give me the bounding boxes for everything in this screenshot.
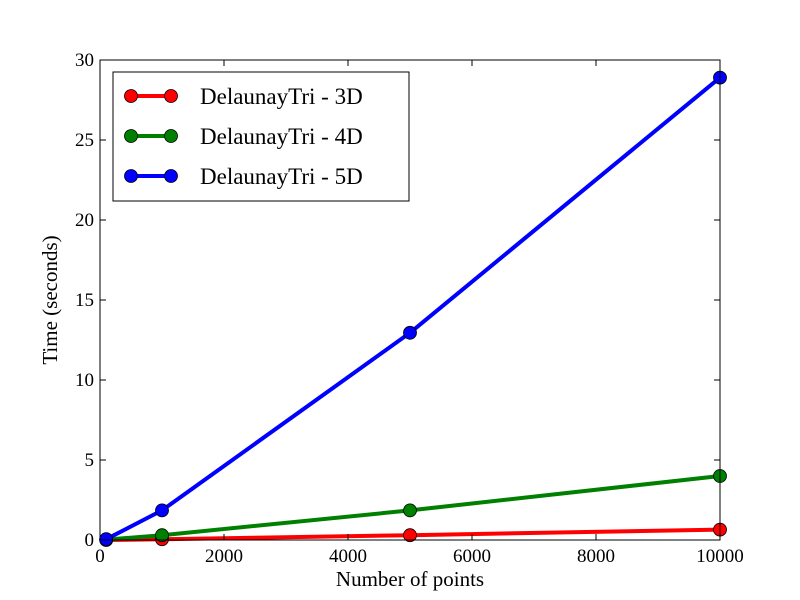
data-point: [155, 503, 169, 518]
y-tick-label: 25: [75, 130, 94, 151]
y-tick-label: 30: [75, 50, 94, 71]
legend-item: DelaunayTri - 4D: [124, 124, 363, 149]
legend-label: DelaunayTri - 5D: [200, 164, 363, 189]
data-point: [403, 325, 417, 340]
x-tick-label: 10000: [696, 546, 744, 567]
legend-item: DelaunayTri - 3D: [124, 84, 363, 109]
data-point: [99, 532, 114, 547]
legend-marker: [164, 89, 178, 103]
y-tick-label: 5: [85, 450, 95, 471]
y-tick-label: 15: [75, 290, 94, 311]
x-tick-label: 0: [95, 546, 105, 567]
series-5d: [99, 70, 727, 547]
plot-frame: [99, 59, 721, 541]
legend: DelaunayTri - 3D DelaunayTri - 4D Delaunay…: [112, 71, 410, 202]
y-tick-label: 0: [85, 530, 95, 551]
data-point: [155, 528, 169, 543]
y-tick-label: 10: [75, 370, 94, 391]
ticks-layer: 0 2000 4000 6000 8000 10000 0 5 10 15 20 25 30: [75, 50, 744, 567]
legend-marker: [124, 169, 138, 183]
legend-marker: [124, 89, 138, 103]
legend-item: DelaunayTri - 5D: [124, 164, 363, 189]
x-tick-label: 8000: [577, 546, 615, 567]
legend-marker: [164, 129, 178, 143]
legend-marker: [124, 129, 138, 143]
data-point: [403, 528, 417, 543]
data-point: [403, 503, 417, 518]
legend-marker: [164, 169, 178, 183]
series-line: [106, 474, 721, 542]
series-line: [105, 76, 722, 541]
legend-label: DelaunayTri - 4D: [200, 124, 363, 149]
legend-label: DelaunayTri - 3D: [200, 84, 363, 109]
y-axis-label: Time (seconds): [38, 235, 62, 364]
y-tick-label: 20: [75, 210, 94, 231]
x-axis-label: Number of points: [336, 567, 484, 591]
x-tick-label: 6000: [453, 546, 491, 567]
x-tick-label: 2000: [205, 546, 243, 567]
x-tick-label: 4000: [329, 546, 367, 567]
